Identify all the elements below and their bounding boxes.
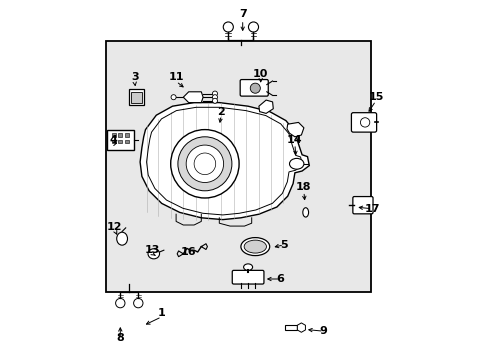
FancyBboxPatch shape	[351, 113, 376, 132]
Circle shape	[250, 83, 260, 93]
Text: 10: 10	[252, 69, 268, 79]
Circle shape	[186, 145, 223, 183]
Text: 17: 17	[364, 204, 379, 214]
Text: 16: 16	[181, 247, 196, 257]
FancyBboxPatch shape	[232, 270, 264, 284]
Text: 18: 18	[296, 182, 311, 192]
Text: 5: 5	[280, 240, 287, 250]
Text: 14: 14	[286, 135, 302, 145]
Text: 2: 2	[217, 107, 224, 117]
Ellipse shape	[241, 238, 269, 256]
Circle shape	[178, 137, 231, 191]
Ellipse shape	[302, 208, 308, 217]
Polygon shape	[258, 100, 273, 113]
Bar	[106, 41, 370, 292]
Polygon shape	[183, 92, 203, 103]
Polygon shape	[140, 103, 309, 220]
Bar	[131, 92, 142, 103]
Text: 9: 9	[319, 326, 327, 336]
Circle shape	[133, 298, 142, 308]
Circle shape	[171, 95, 176, 100]
Circle shape	[212, 98, 217, 103]
Text: 6: 6	[276, 274, 284, 284]
Bar	[128, 89, 144, 105]
Text: 11: 11	[168, 72, 183, 82]
Ellipse shape	[243, 264, 252, 270]
Bar	[106, 130, 134, 150]
Circle shape	[115, 298, 125, 308]
Circle shape	[170, 130, 239, 198]
Bar	[112, 133, 115, 137]
Ellipse shape	[148, 249, 159, 259]
Bar	[118, 133, 122, 137]
Circle shape	[212, 95, 217, 100]
FancyBboxPatch shape	[352, 197, 372, 214]
Bar	[118, 140, 122, 143]
Circle shape	[248, 22, 258, 32]
Circle shape	[223, 22, 233, 32]
FancyBboxPatch shape	[240, 80, 268, 96]
Text: 13: 13	[145, 245, 160, 255]
Text: 1: 1	[158, 308, 165, 318]
Ellipse shape	[244, 240, 266, 253]
Ellipse shape	[289, 158, 303, 169]
Bar	[112, 140, 115, 143]
Text: 15: 15	[367, 92, 383, 102]
Circle shape	[212, 91, 217, 96]
Bar	[125, 133, 128, 137]
Ellipse shape	[117, 232, 127, 245]
Bar	[284, 325, 297, 330]
Text: 12: 12	[107, 222, 122, 232]
Text: 4: 4	[109, 135, 117, 145]
Bar	[125, 140, 128, 143]
Text: 3: 3	[131, 72, 138, 82]
Text: 8: 8	[116, 333, 124, 343]
Text: 7: 7	[238, 9, 246, 19]
Polygon shape	[286, 122, 303, 137]
